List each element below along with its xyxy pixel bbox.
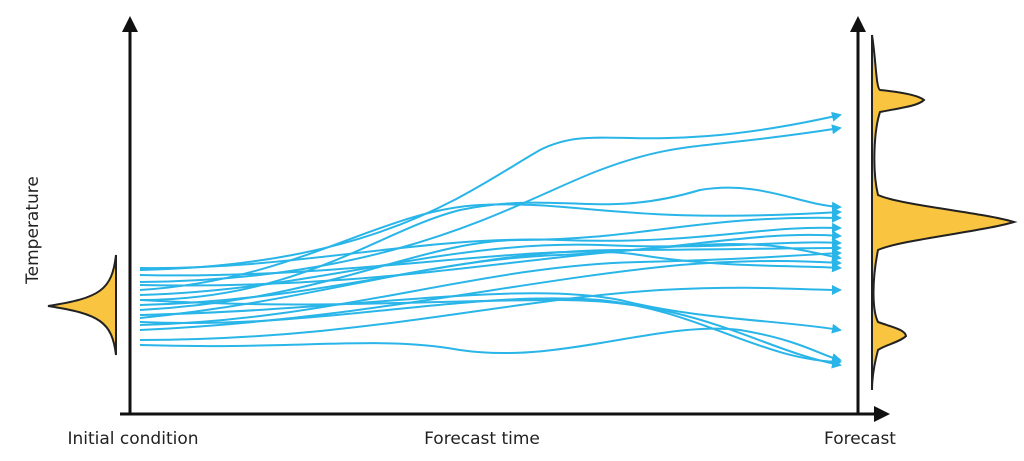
ensemble-member (139, 248, 842, 326)
start-label: Initial condition (67, 429, 198, 449)
ensemble-member (139, 203, 842, 291)
ensemble-member (139, 298, 842, 369)
axis-arrow (874, 406, 890, 422)
ensemble-member (139, 327, 842, 363)
forecast-distribution (871, 34, 1018, 391)
axis-arrow (850, 16, 866, 32)
y-label: Temperature (23, 176, 43, 285)
ensemble-member (139, 222, 842, 270)
initial-distribution (47, 254, 117, 356)
ensemble-member (139, 257, 842, 331)
ensemble-members (139, 111, 842, 369)
ensemble-member (139, 250, 842, 277)
x-label: Forecast time (424, 429, 540, 449)
ensemble-member (139, 230, 842, 319)
ensemble-member (139, 111, 842, 271)
axis-arrow (122, 16, 138, 32)
ensemble-member (139, 243, 842, 287)
end-label: Forecast (824, 429, 896, 449)
ensemble-member (139, 292, 842, 334)
ensemble-member (139, 297, 842, 367)
